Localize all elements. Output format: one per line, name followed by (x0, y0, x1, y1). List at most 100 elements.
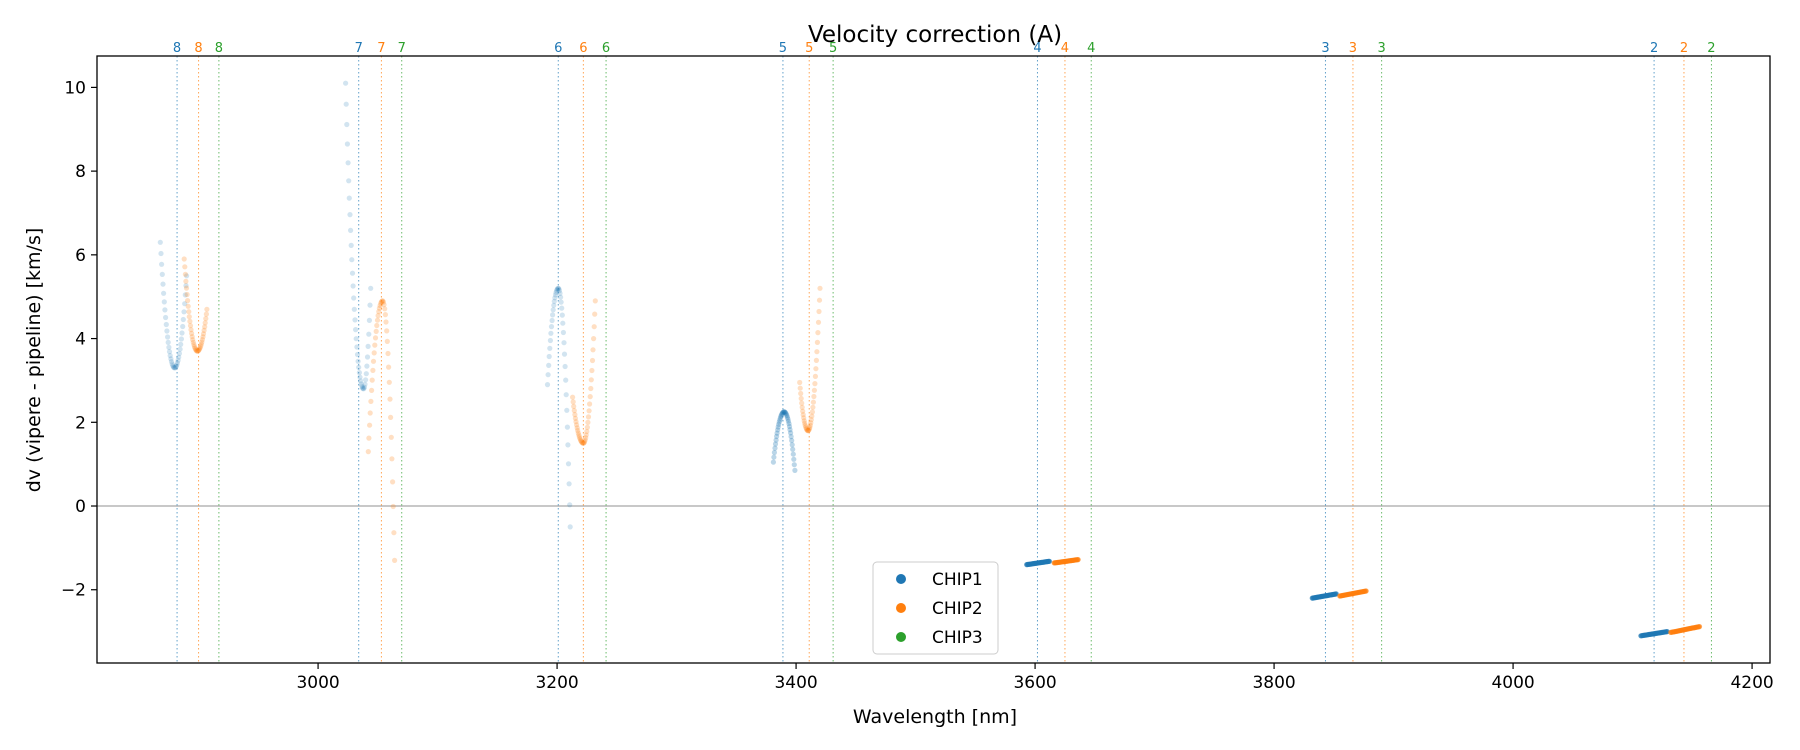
data-point (200, 334, 206, 340)
data-point (195, 348, 201, 354)
data-point (375, 313, 381, 319)
data-point (816, 297, 823, 303)
x-axis-ticks: 3000 3200 3400 3600 3800 4000 4200 (296, 663, 1774, 693)
order-label-chip2-8: 8 (194, 41, 202, 56)
series-chip1-order-8 (157, 239, 190, 371)
data-point (559, 312, 565, 318)
data-point (167, 353, 173, 359)
data-point (782, 409, 788, 415)
data-point (810, 404, 816, 410)
data-point (781, 409, 787, 415)
data-point (368, 398, 374, 404)
order-label-chip2-4: 4 (1061, 41, 1069, 56)
data-point (357, 374, 363, 380)
x-tick-label: 3600 (1013, 673, 1056, 693)
legend-label-chip3: CHIP3 (932, 628, 983, 648)
data-point (551, 302, 557, 308)
data-point (585, 419, 591, 425)
data-point (176, 354, 182, 360)
data-point (777, 417, 783, 423)
data-point (780, 409, 786, 415)
data-point (185, 303, 191, 309)
data-point (365, 449, 371, 455)
data-point (776, 419, 782, 425)
data-point (781, 409, 787, 415)
data-point (377, 302, 383, 309)
x-tick-label: 4200 (1730, 673, 1773, 693)
data-point (354, 351, 361, 358)
data-point (1696, 624, 1703, 630)
data-point (558, 294, 564, 300)
data-point (162, 307, 168, 313)
data-point (166, 349, 173, 355)
series-chip2-order-8 (181, 256, 210, 354)
data-point (801, 418, 807, 424)
order-label-chip1-7: 7 (355, 41, 363, 56)
y-tick-label: 0 (75, 497, 86, 517)
data-point (183, 283, 189, 289)
order-label-chip3-3: 3 (1377, 41, 1385, 56)
order-label-chip2-7: 7 (377, 41, 385, 56)
data-point (163, 321, 169, 328)
x-tick-label: 4000 (1491, 673, 1534, 693)
series-chip1-order-6 (544, 285, 573, 530)
data-point (812, 381, 818, 387)
data-point (591, 324, 597, 330)
data-point (574, 422, 580, 428)
data-point (567, 502, 573, 508)
series-chip2-order-4 (1051, 557, 1081, 566)
series-chip1-order-3 (1309, 591, 1339, 601)
data-point (806, 426, 812, 432)
data-point (805, 428, 811, 434)
order-lines (176, 56, 1712, 663)
data-point (782, 409, 788, 415)
order-label-chip2-2: 2 (1680, 41, 1688, 56)
data-point (772, 445, 778, 451)
data-point (798, 390, 804, 397)
data-point (588, 385, 594, 392)
order-label-chip1-4: 4 (1033, 41, 1041, 56)
data-point (191, 342, 197, 348)
data-point (170, 363, 176, 369)
data-point (789, 437, 795, 444)
data-point (784, 414, 791, 420)
order-label-chip3-2: 2 (1707, 41, 1715, 56)
data-point (392, 557, 398, 564)
data-point (1075, 557, 1081, 563)
data-point (173, 363, 179, 370)
data-point (554, 286, 560, 292)
data-point (572, 412, 578, 418)
order-label-chip3-5: 5 (829, 41, 837, 56)
data-point (800, 408, 806, 414)
data-point (369, 377, 375, 383)
data-point (545, 372, 551, 378)
data-point (379, 298, 385, 304)
data-point (172, 364, 179, 371)
data-point (810, 399, 817, 405)
data-point (382, 306, 388, 312)
data-point (370, 358, 377, 364)
data-point (346, 178, 352, 184)
data-point (580, 440, 586, 446)
data-point (592, 298, 598, 304)
data-point (555, 286, 561, 292)
data-point (193, 346, 199, 352)
data-point (556, 288, 563, 294)
series-chip2-order-3 (1337, 588, 1369, 599)
data-point (367, 410, 373, 416)
data-point (180, 316, 186, 323)
legend: CHIP1 CHIP2 CHIP3 (872, 561, 999, 655)
data-point (349, 270, 356, 276)
data-point (800, 412, 806, 418)
data-point (158, 250, 164, 257)
data-point (360, 386, 366, 392)
y-tick-label: 8 (75, 162, 86, 182)
data-point (575, 427, 581, 434)
data-point (200, 331, 207, 337)
data-point (814, 339, 821, 345)
data-point (383, 319, 389, 325)
data-point (544, 382, 551, 388)
order-label-chip2-5: 5 (805, 41, 813, 56)
data-point (770, 459, 777, 465)
data-point (815, 330, 821, 336)
